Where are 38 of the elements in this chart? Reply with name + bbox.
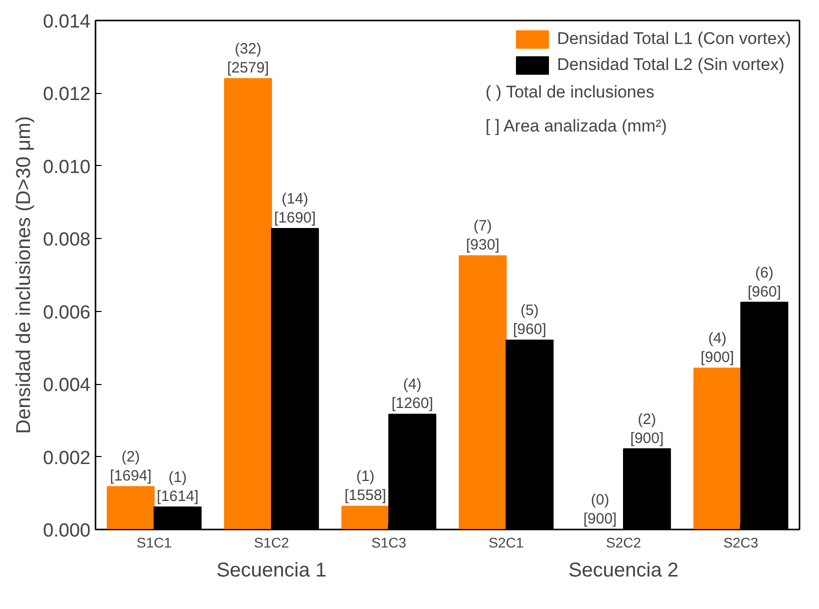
text: Secuencia 2 <box>568 560 679 582</box>
annotation: ( ) Total de inclusiones <box>486 82 654 102</box>
data-label: (4) [1260] <box>391 376 434 412</box>
x-tick-label: S1C3 <box>371 534 407 550</box>
data-label: (2) [900] <box>630 410 664 447</box>
y-tick-label: 0.000 <box>42 520 90 542</box>
x-tick-label: S2C3 <box>723 534 759 550</box>
data-label: (1) [1558] <box>344 468 386 504</box>
bar <box>224 78 272 530</box>
data-label: (14) [1690] <box>274 190 316 226</box>
legend-label: Densidad Total L2 (Sin vortex) <box>556 55 784 75</box>
data-label: (2) [1694] <box>110 448 152 485</box>
bar <box>458 255 507 530</box>
data-label: (5) [960] <box>512 302 546 338</box>
data-label: (32) [2579] <box>227 40 269 77</box>
y-tick-label: 0.006 <box>42 302 90 324</box>
data-label: (0) [900] <box>583 492 617 528</box>
legend-label: Densidad Total L1 (Con vortex) <box>556 29 791 49</box>
bar <box>106 486 155 530</box>
y-tick-label: 0.010 <box>42 156 90 178</box>
x-tick-label: S2C1 <box>488 534 524 550</box>
x-tick-label: S1C1 <box>136 534 172 550</box>
bar <box>341 506 390 530</box>
data-label: (4) [900] <box>700 330 734 366</box>
y-tick-label: 0.008 <box>42 230 90 251</box>
y-tick-label: 0.012 <box>42 84 90 106</box>
text: Secuencia 1 <box>216 560 327 582</box>
data-label: (6) [960] <box>748 264 781 300</box>
y-tick-label: 0.014 <box>42 12 91 32</box>
x-tick-label: S1C2 <box>254 534 290 550</box>
y-tick-label: 0.004 <box>42 375 91 396</box>
data-label: (1) [1614] <box>156 468 198 505</box>
annotation: [ ] Area analizada (mm²) <box>486 116 667 136</box>
data-label: (7) [930] <box>466 218 500 254</box>
y-tick-label: 0.002 <box>42 448 90 469</box>
y-axis-title: Densidad de inclusiones (D>30 μm) <box>12 116 35 434</box>
x-tick-label: S2C2 <box>606 534 642 550</box>
bar <box>693 368 742 530</box>
